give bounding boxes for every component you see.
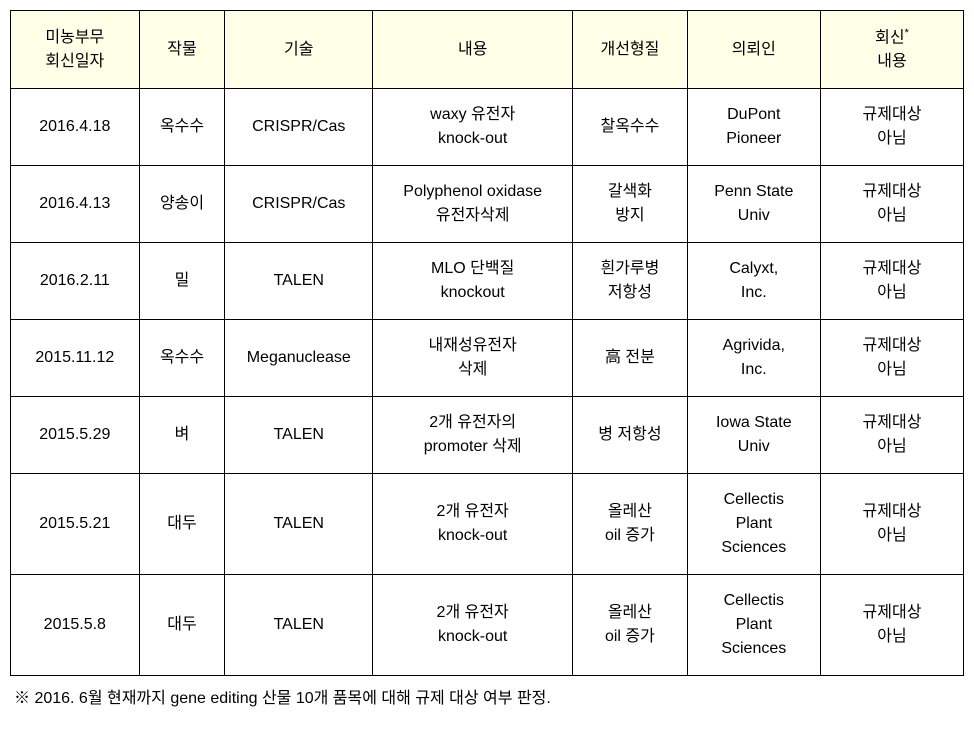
cell-content: waxy 유전자knock-out (373, 89, 573, 166)
cell-date: 2016.4.13 (11, 166, 140, 243)
cell-client: Calyxt,Inc. (687, 243, 820, 320)
cell-client: Agrivida,Inc. (687, 320, 820, 397)
table-row: 2015.5.21대두TALEN2개 유전자knock-out올레산oil 증가… (11, 474, 964, 575)
table-row: 2016.4.18옥수수CRISPR/Caswaxy 유전자knock-out찰… (11, 89, 964, 166)
cell-tech: TALEN (225, 575, 373, 676)
cell-trait: 찰옥수수 (573, 89, 687, 166)
header-client: 의뢰인 (687, 11, 820, 89)
cell-tech: TALEN (225, 243, 373, 320)
cell-crop: 벼 (139, 397, 225, 474)
cell-date: 2016.4.18 (11, 89, 140, 166)
cell-tech: CRISPR/Cas (225, 166, 373, 243)
cell-content: 내재성유전자삭제 (373, 320, 573, 397)
cell-trait: 올레산oil 증가 (573, 575, 687, 676)
cell-trait: 高 전분 (573, 320, 687, 397)
header-trait: 개선형질 (573, 11, 687, 89)
cell-content: Polyphenol oxidase유전자삭제 (373, 166, 573, 243)
cell-date: 2015.5.21 (11, 474, 140, 575)
table-header: 미농부무회신일자 작물 기술 내용 개선형질 의뢰인 회신* 내용 (11, 11, 964, 89)
cell-response: 규제대상아님 (821, 166, 964, 243)
header-content: 내용 (373, 11, 573, 89)
cell-trait: 올레산oil 증가 (573, 474, 687, 575)
table-row: 2016.2.11밀TALENMLO 단백질knockout흰가루병저항성Cal… (11, 243, 964, 320)
gene-editing-table: 미농부무회신일자 작물 기술 내용 개선형질 의뢰인 회신* 내용 2016.4.… (10, 10, 964, 676)
table-row: 2015.5.8대두TALEN2개 유전자knock-out올레산oil 증가C… (11, 575, 964, 676)
cell-crop: 대두 (139, 575, 225, 676)
cell-date: 2015.11.12 (11, 320, 140, 397)
table-row: 2015.5.29벼TALEN2개 유전자의promoter 삭제병 저항성Io… (11, 397, 964, 474)
cell-trait: 병 저항성 (573, 397, 687, 474)
table-body: 2016.4.18옥수수CRISPR/Caswaxy 유전자knock-out찰… (11, 89, 964, 676)
cell-tech: Meganuclease (225, 320, 373, 397)
cell-response: 규제대상아님 (821, 89, 964, 166)
cell-tech: TALEN (225, 474, 373, 575)
cell-tech: CRISPR/Cas (225, 89, 373, 166)
header-date: 미농부무회신일자 (11, 11, 140, 89)
cell-crop: 옥수수 (139, 320, 225, 397)
cell-content: 2개 유전자knock-out (373, 474, 573, 575)
cell-client: DuPontPioneer (687, 89, 820, 166)
header-response-pre: 회신 (875, 29, 904, 46)
table-row: 2015.11.12옥수수Meganuclease내재성유전자삭제高 전분Agr… (11, 320, 964, 397)
cell-date: 2015.5.8 (11, 575, 140, 676)
cell-date: 2016.2.11 (11, 243, 140, 320)
header-response: 회신* 내용 (821, 11, 964, 89)
cell-date: 2015.5.29 (11, 397, 140, 474)
footnote: ※ 2016. 6월 현재까지 gene editing 산물 10개 품목에 … (10, 676, 964, 716)
cell-client: Iowa StateUniv (687, 397, 820, 474)
cell-content: MLO 단백질knockout (373, 243, 573, 320)
cell-client: Penn StateUniv (687, 166, 820, 243)
cell-crop: 옥수수 (139, 89, 225, 166)
cell-client: CellectisPlantSciences (687, 575, 820, 676)
header-response-post: 내용 (877, 53, 906, 70)
cell-trait: 갈색화방지 (573, 166, 687, 243)
cell-content: 2개 유전자의promoter 삭제 (373, 397, 573, 474)
cell-trait: 흰가루병저항성 (573, 243, 687, 320)
cell-crop: 대두 (139, 474, 225, 575)
cell-content: 2개 유전자knock-out (373, 575, 573, 676)
table-row: 2016.4.13양송이CRISPR/CasPolyphenol oxidase… (11, 166, 964, 243)
cell-response: 규제대상아님 (821, 474, 964, 575)
cell-response: 규제대상아님 (821, 575, 964, 676)
header-crop: 작물 (139, 11, 225, 89)
header-response-sup: * (905, 27, 909, 39)
cell-crop: 밀 (139, 243, 225, 320)
cell-response: 규제대상아님 (821, 243, 964, 320)
cell-response: 규제대상아님 (821, 397, 964, 474)
cell-response: 규제대상아님 (821, 320, 964, 397)
cell-client: CellectisPlantSciences (687, 474, 820, 575)
cell-tech: TALEN (225, 397, 373, 474)
header-tech: 기술 (225, 11, 373, 89)
cell-crop: 양송이 (139, 166, 225, 243)
